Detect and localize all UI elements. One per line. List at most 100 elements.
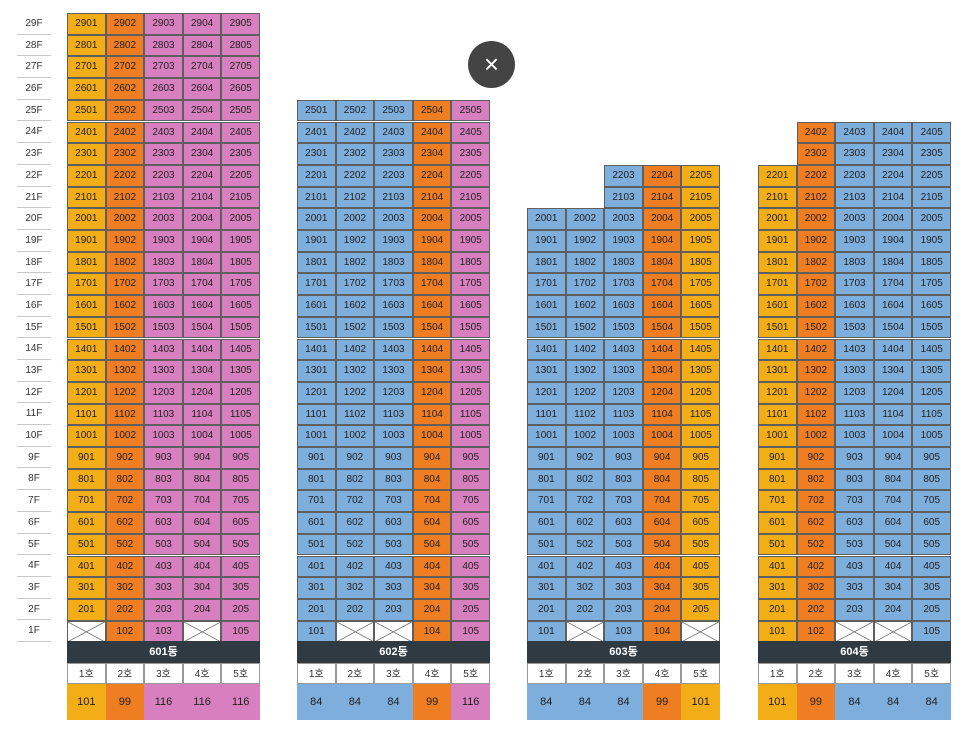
unit-cell[interactable]: 2101 xyxy=(67,186,106,209)
unit-cell[interactable]: 1701 xyxy=(758,273,797,296)
unit-cell[interactable]: 302 xyxy=(335,577,375,599)
unit-cell[interactable]: 1002 xyxy=(105,425,145,447)
unit-cell[interactable]: 2403 xyxy=(835,121,874,144)
unit-cell[interactable]: 1701 xyxy=(527,273,566,296)
unit-cell[interactable]: 1802 xyxy=(796,251,836,274)
unit-cell[interactable]: 1902 xyxy=(335,230,375,252)
unit-cell[interactable]: 701 xyxy=(67,490,106,513)
unit-cell[interactable]: 1502 xyxy=(335,316,375,339)
unit-cell[interactable]: 1305 xyxy=(451,360,490,382)
unit-cell[interactable]: 2201 xyxy=(67,164,106,187)
unit-cell[interactable]: 505 xyxy=(221,533,260,556)
unit-cell[interactable]: 1404 xyxy=(642,338,682,361)
unit-cell[interactable]: 1205 xyxy=(681,381,720,404)
unit-cell[interactable]: 602 xyxy=(796,512,836,534)
unit-cell[interactable]: 1801 xyxy=(758,251,797,274)
unit-cell[interactable]: 303 xyxy=(144,577,183,599)
unit-cell[interactable]: 1201 xyxy=(758,381,797,404)
unit-cell[interactable]: 703 xyxy=(835,490,874,513)
unit-cell[interactable]: 105 xyxy=(221,620,260,643)
unit-cell[interactable]: 1205 xyxy=(451,381,490,404)
unit-cell[interactable]: 2401 xyxy=(297,121,336,144)
unit-cell[interactable]: 2305 xyxy=(221,143,260,165)
unit-cell[interactable]: 504 xyxy=(182,533,222,556)
unit-cell[interactable]: 1503 xyxy=(374,316,413,339)
unit-cell[interactable]: 401 xyxy=(297,555,336,578)
unit-cell[interactable]: 1701 xyxy=(67,273,106,296)
unit-cell[interactable]: 1504 xyxy=(182,316,222,339)
unit-cell[interactable]: 1103 xyxy=(374,403,413,426)
unit-cell[interactable]: 1901 xyxy=(297,230,336,252)
unit-cell[interactable]: 2601 xyxy=(67,78,106,100)
unit-cell[interactable]: 2002 xyxy=(565,208,605,230)
unit-cell[interactable]: 2104 xyxy=(873,186,913,209)
unit-cell[interactable]: 304 xyxy=(873,577,913,599)
unit-cell[interactable]: 1302 xyxy=(565,360,605,382)
unit-cell[interactable]: 302 xyxy=(565,577,605,599)
unit-cell[interactable]: 502 xyxy=(565,533,605,556)
unit-cell[interactable]: 2105 xyxy=(221,186,260,209)
unit-cell[interactable]: 2704 xyxy=(182,56,222,79)
unit-cell[interactable]: 2002 xyxy=(335,208,375,230)
unit-cell[interactable]: 901 xyxy=(67,447,106,469)
unit-cell[interactable]: 2204 xyxy=(412,164,452,187)
unit-cell[interactable]: 1903 xyxy=(604,230,643,252)
unit-cell[interactable]: 2302 xyxy=(105,143,145,165)
unit-cell[interactable]: 802 xyxy=(796,468,836,491)
unit-cell[interactable]: 1702 xyxy=(565,273,605,296)
unit-cell[interactable]: 1501 xyxy=(758,316,797,339)
unit-cell[interactable]: 2803 xyxy=(144,34,183,57)
unit-cell[interactable]: 1601 xyxy=(67,295,106,317)
unit-cell[interactable]: 502 xyxy=(105,533,145,556)
unit-cell[interactable]: 1005 xyxy=(681,425,720,447)
unit-cell[interactable]: 405 xyxy=(912,555,951,578)
unit-cell[interactable]: 1601 xyxy=(527,295,566,317)
unit-cell[interactable]: 405 xyxy=(221,555,260,578)
unit-cell[interactable]: 1302 xyxy=(796,360,836,382)
unit-cell[interactable]: 901 xyxy=(758,447,797,469)
unit-cell[interactable]: 1104 xyxy=(412,403,452,426)
unit-cell[interactable]: 1102 xyxy=(796,403,836,426)
unit-cell[interactable]: 1803 xyxy=(604,251,643,274)
unit-cell[interactable]: 605 xyxy=(451,512,490,534)
unit-cell[interactable]: 1304 xyxy=(642,360,682,382)
unit-cell[interactable]: 205 xyxy=(681,598,720,621)
unit-cell[interactable]: 604 xyxy=(642,512,682,534)
unit-cell[interactable]: 2802 xyxy=(105,34,145,57)
unit-cell[interactable]: 404 xyxy=(642,555,682,578)
unit-cell[interactable]: 1704 xyxy=(412,273,452,296)
unit-cell[interactable]: 1702 xyxy=(105,273,145,296)
unit-cell[interactable]: 704 xyxy=(182,490,222,513)
unit-cell[interactable]: 1204 xyxy=(873,381,913,404)
unit-cell[interactable]: 201 xyxy=(297,598,336,621)
unit-cell[interactable]: 1203 xyxy=(374,381,413,404)
unit-cell[interactable]: 603 xyxy=(144,512,183,534)
unit-cell[interactable]: 103 xyxy=(604,620,643,643)
unit-cell[interactable]: 1604 xyxy=(873,295,913,317)
unit-cell[interactable]: 2105 xyxy=(681,186,720,209)
unit-cell[interactable]: 1405 xyxy=(912,338,951,361)
unit-cell[interactable]: 805 xyxy=(681,468,720,491)
unit-cell[interactable]: 801 xyxy=(758,468,797,491)
unit-cell[interactable]: 2701 xyxy=(67,56,106,79)
unit-cell[interactable]: 2003 xyxy=(835,208,874,230)
unit-cell[interactable]: 1704 xyxy=(873,273,913,296)
unit-cell[interactable]: 1805 xyxy=(681,251,720,274)
unit-cell[interactable]: 903 xyxy=(835,447,874,469)
unit-cell[interactable]: 503 xyxy=(374,533,413,556)
unit-cell[interactable]: 701 xyxy=(527,490,566,513)
unit-cell[interactable]: 2103 xyxy=(144,186,183,209)
unit-cell[interactable]: 1204 xyxy=(182,381,222,404)
unit-cell[interactable]: 2902 xyxy=(105,13,145,35)
unit-cell[interactable]: 2402 xyxy=(335,121,375,144)
unit-cell[interactable]: 1003 xyxy=(604,425,643,447)
unit-cell[interactable]: 801 xyxy=(297,468,336,491)
unit-cell[interactable]: 1002 xyxy=(796,425,836,447)
unit-cell[interactable]: 2203 xyxy=(835,164,874,187)
unit-cell[interactable]: 2503 xyxy=(374,99,413,122)
unit-cell[interactable]: 2305 xyxy=(912,143,951,165)
unit-cell[interactable]: 2201 xyxy=(297,164,336,187)
unit-cell[interactable]: 2005 xyxy=(912,208,951,230)
unit-cell[interactable]: 605 xyxy=(912,512,951,534)
unit-cell[interactable]: 505 xyxy=(451,533,490,556)
